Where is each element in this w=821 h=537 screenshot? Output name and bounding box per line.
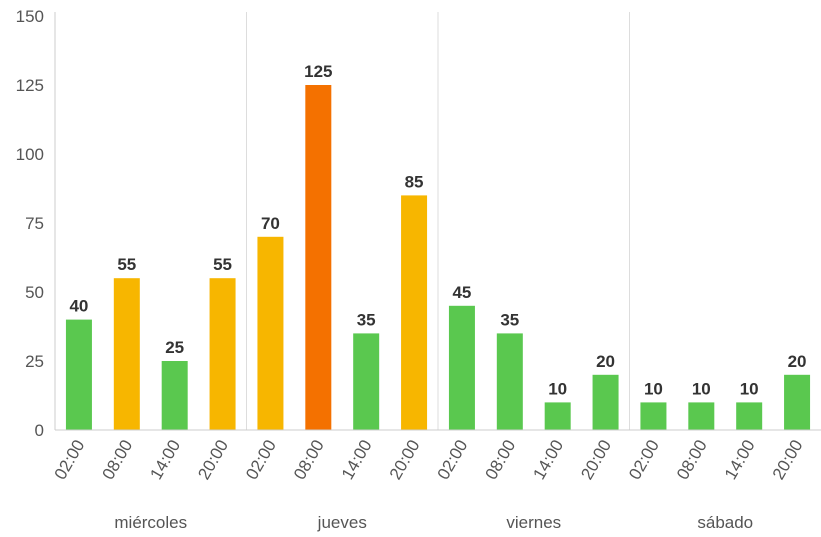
data-label: 45 <box>452 283 471 302</box>
x-tick-label: 02:00 <box>625 437 663 483</box>
data-label: 10 <box>740 379 759 398</box>
data-label: 20 <box>788 352 807 371</box>
bar <box>401 195 428 430</box>
bar <box>784 374 811 430</box>
x-tick-label: 14:00 <box>721 437 759 483</box>
y-tick-label: 50 <box>25 283 44 302</box>
y-tick-label: 25 <box>25 352 44 371</box>
bar <box>688 402 715 430</box>
data-label: 10 <box>548 379 567 398</box>
day-separators <box>246 12 630 430</box>
y-tick-label: 100 <box>16 145 44 164</box>
day-label: sábado <box>697 513 753 532</box>
bar <box>257 236 284 430</box>
x-tick-label: 20:00 <box>194 437 232 483</box>
bars <box>65 85 811 430</box>
x-tick-label: 08:00 <box>290 437 328 483</box>
data-label: 25 <box>165 338 184 357</box>
day-label: viernes <box>506 513 561 532</box>
bar <box>65 319 92 430</box>
x-tick-label: 08:00 <box>482 437 520 483</box>
data-label: 10 <box>644 379 663 398</box>
day-label: miércoles <box>114 513 187 532</box>
bar <box>305 85 332 430</box>
data-label: 85 <box>405 172 424 191</box>
bar <box>736 402 763 430</box>
x-axis-ticks: 02:00 08:00 14:00 20:00 02:00 08:00 14:00 20:00… <box>51 429 821 483</box>
x-tick-label: 20:00 <box>769 437 807 483</box>
x-tick-label: 02:00 <box>51 437 89 483</box>
data-label: 125 <box>304 62 332 81</box>
x-tick-label: 20:00 <box>577 437 615 483</box>
bar <box>640 402 667 430</box>
y-tick-label: 125 <box>16 76 44 95</box>
data-label: 10 <box>692 379 711 398</box>
x-tick-label: 02:00 <box>242 437 280 483</box>
data-label: 20 <box>596 352 615 371</box>
x-tick-label: 14:00 <box>338 437 376 483</box>
data-label: 35 <box>500 310 519 329</box>
bar <box>496 333 523 430</box>
x-tick-label: 14:00 <box>529 437 567 483</box>
data-label: 40 <box>69 297 88 316</box>
data-label: 55 <box>117 255 136 274</box>
data-label: 35 <box>357 310 376 329</box>
bar <box>544 402 571 430</box>
y-axis: 0 25 50 75 100 125 150 <box>16 7 56 440</box>
bar <box>448 305 475 430</box>
bar <box>161 361 188 430</box>
y-tick-label: 150 <box>16 7 44 26</box>
day-labels: miércoles jueves viernes sábado <box>114 513 753 532</box>
data-label: 55 <box>213 255 232 274</box>
day-label: jueves <box>317 513 367 532</box>
bar <box>113 278 140 430</box>
data-label: 70 <box>261 214 280 233</box>
y-tick-label: 0 <box>35 421 44 440</box>
y-tick-label: 75 <box>25 214 44 233</box>
x-tick-label: 02:00 <box>434 437 472 483</box>
x-tick-label: 20:00 <box>386 437 424 483</box>
value-labels: 40 55 25 55 70 125 35 85 45 35 10 20 10 10 10 20 <box>69 62 806 398</box>
x-tick-label: 08:00 <box>99 437 137 483</box>
bar <box>353 333 380 430</box>
x-tick-label: 14:00 <box>146 437 184 483</box>
bar <box>592 374 619 430</box>
bar <box>209 278 236 430</box>
x-tick-label: 08:00 <box>673 437 711 483</box>
